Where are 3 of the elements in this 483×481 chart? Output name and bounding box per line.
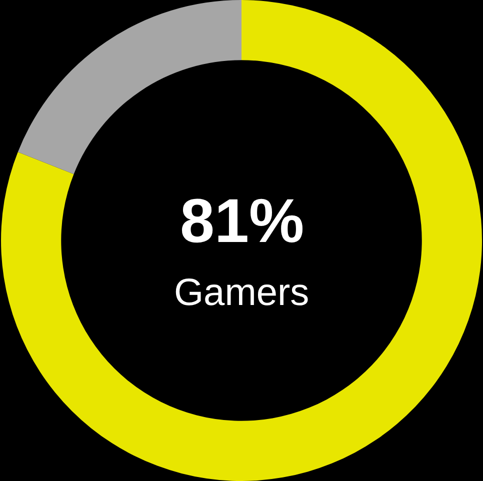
text: 81% <box>180 187 304 256</box>
donut-slice <box>18 0 242 174</box>
text: Gamers <box>174 272 310 314</box>
